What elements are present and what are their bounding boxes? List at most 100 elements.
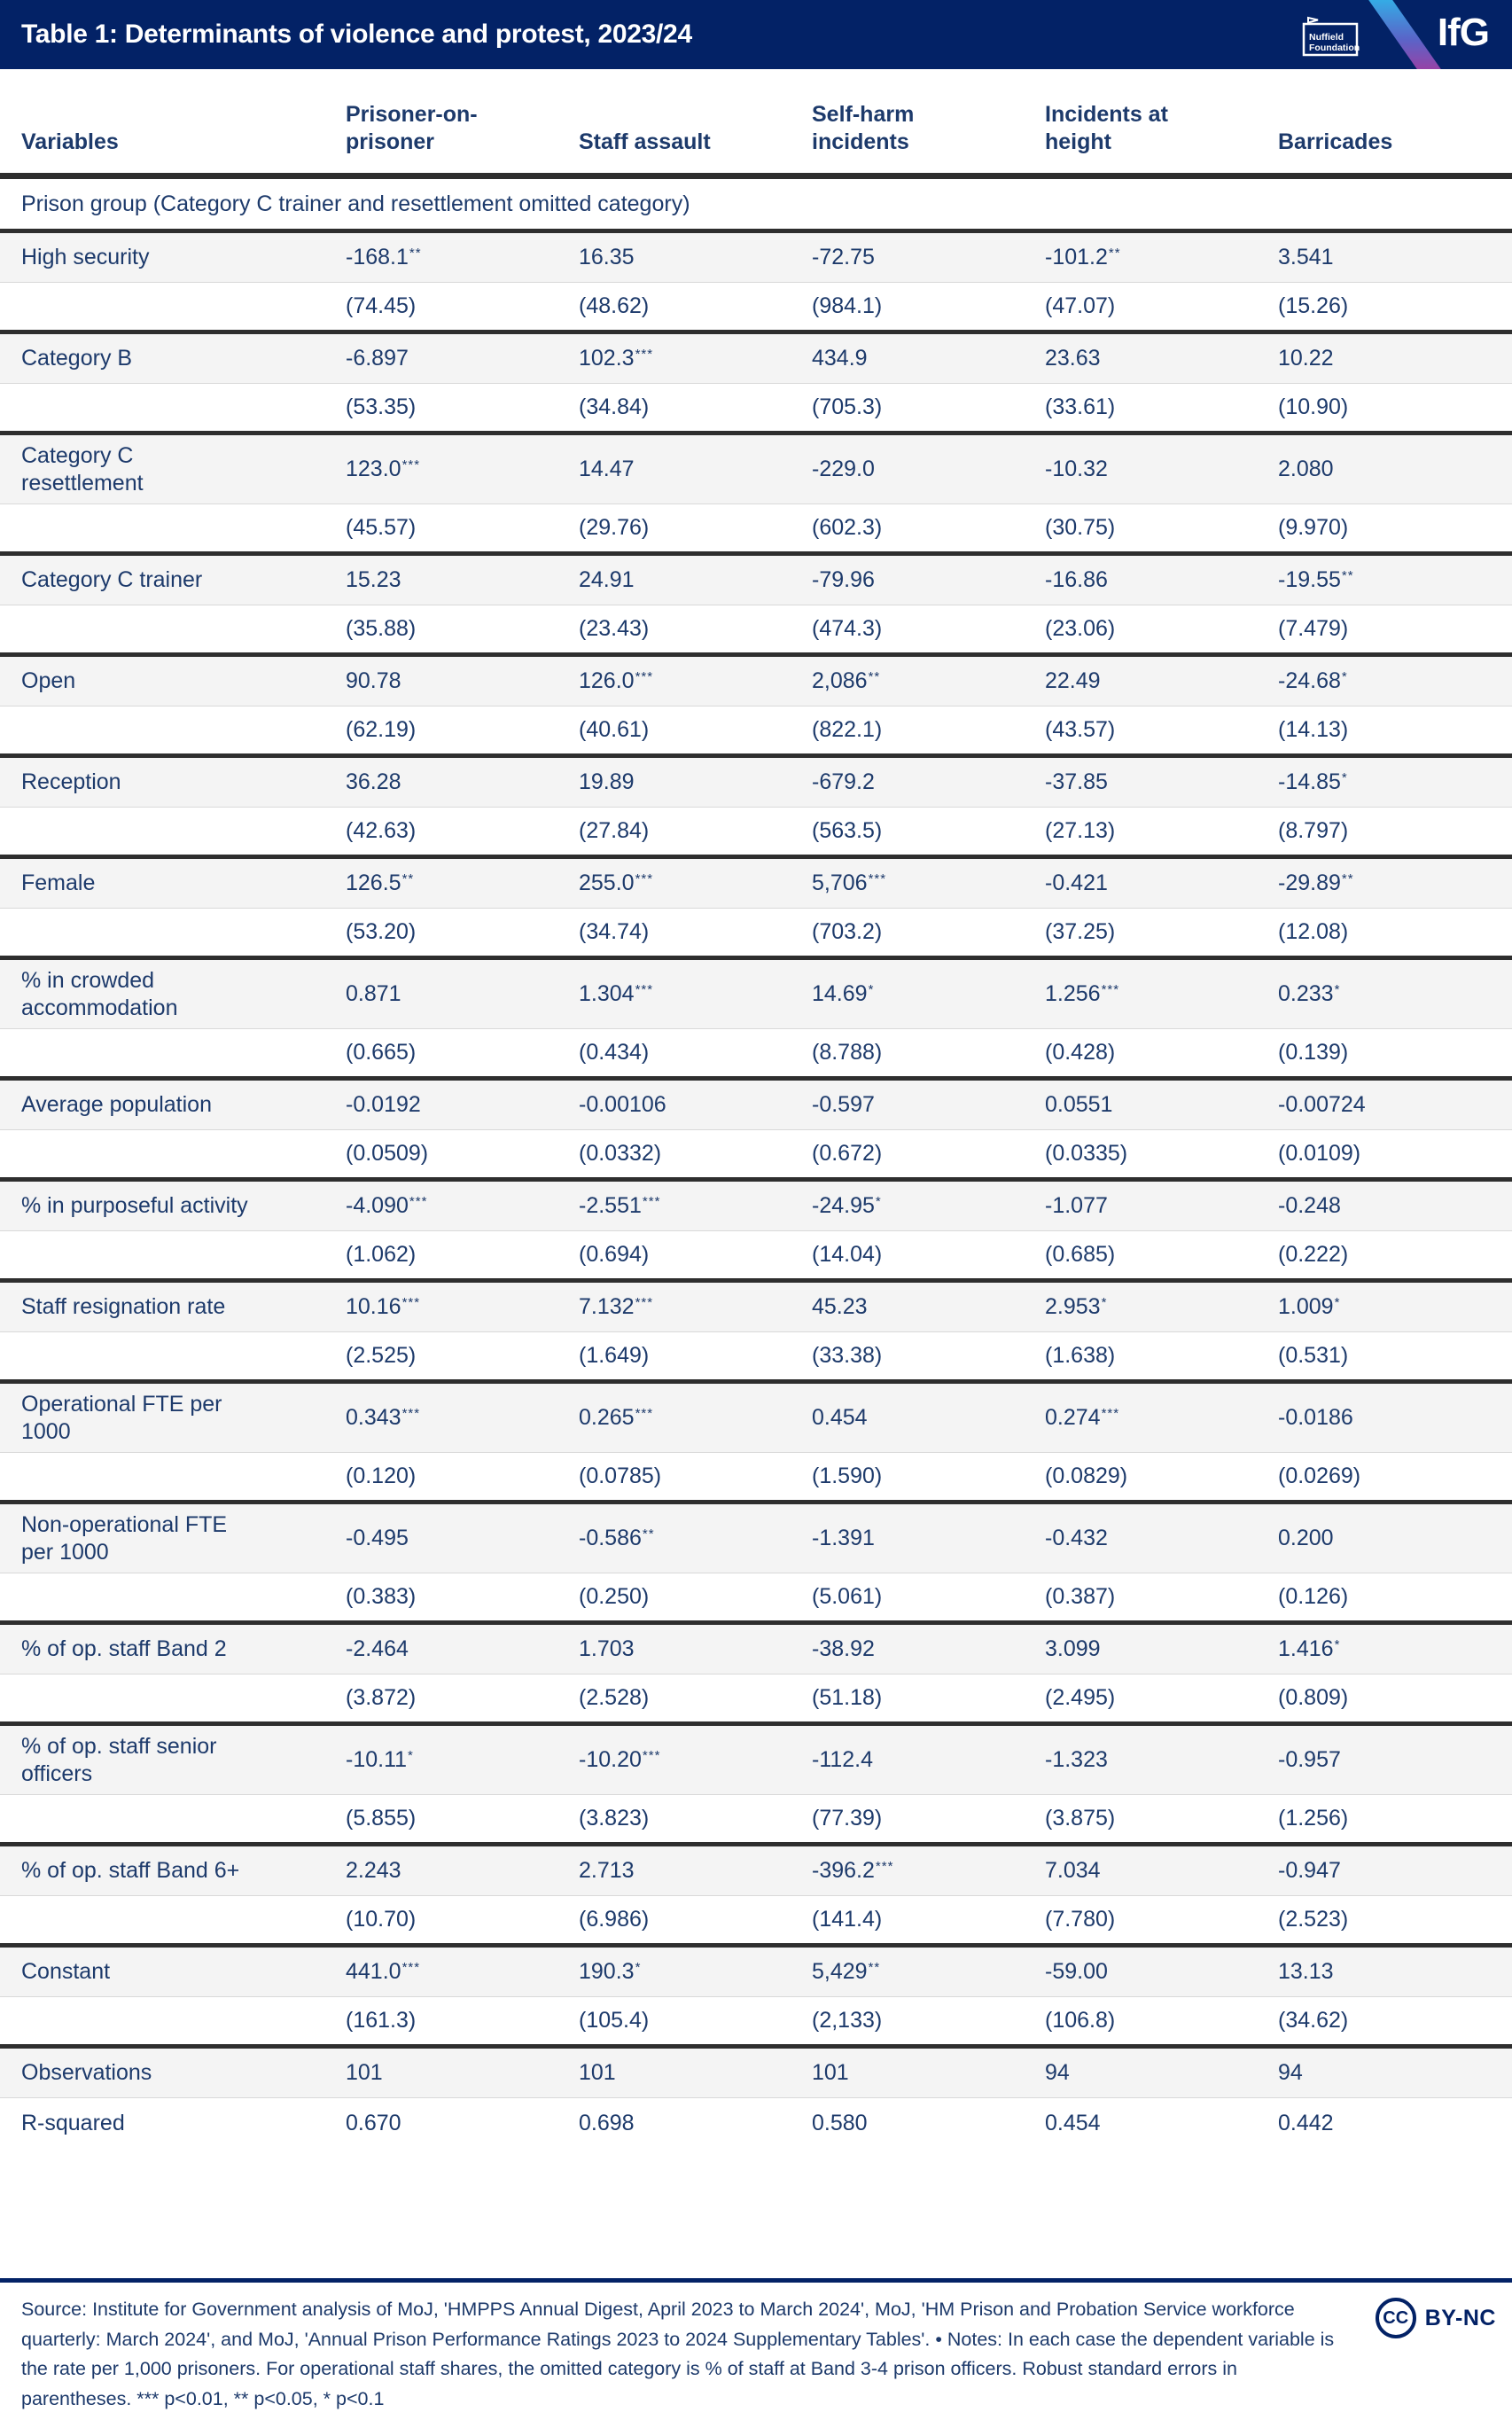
summary-value-cell: 94 bbox=[1278, 2060, 1303, 2086]
coefficient-cell: 0.0551 bbox=[1045, 1092, 1113, 1118]
standard-error-cell: (6.986) bbox=[579, 1907, 650, 1932]
significance-stars: *** bbox=[401, 457, 421, 473]
coefficient-row: High security -168.1** 16.35 -72.75 -101.2**… bbox=[0, 233, 1512, 283]
coefficient-cell: -29.89** bbox=[1278, 870, 1354, 896]
coefficient-cell: 5,706*** bbox=[812, 870, 887, 896]
standard-error-row: (2.525) (1.649) (33.38) (1.638) (0.531) bbox=[0, 1332, 1512, 1384]
variable-label: % in purposeful activity bbox=[21, 1193, 248, 1219]
coefficient-cell: 1.009* bbox=[1278, 1294, 1341, 1320]
significance-stars: *** bbox=[635, 347, 654, 363]
footer-divider bbox=[0, 2278, 1512, 2283]
coefficient-cell: 0.871 bbox=[346, 981, 401, 1007]
variable-label: Category C resettlement bbox=[21, 443, 144, 496]
coefficient-cell: 7.034 bbox=[1045, 1858, 1101, 1884]
summary-value-cell: 0.442 bbox=[1278, 2110, 1334, 2135]
column-header-3: Self-harm incidents bbox=[812, 102, 915, 154]
coefficient-cell: -0.597 bbox=[812, 1092, 875, 1118]
standard-error-cell: (0.0509) bbox=[346, 1141, 429, 1167]
coefficient-cell: -0.495 bbox=[346, 1526, 409, 1551]
significance-stars: *** bbox=[868, 871, 887, 887]
coefficient-cell: 0.274*** bbox=[1045, 1405, 1120, 1431]
source-note: Source: Institute for Government analysi… bbox=[21, 2299, 1295, 2350]
significance-stars: *** bbox=[875, 1859, 894, 1875]
variable-label: Non-operational FTE per 1000 bbox=[21, 1512, 228, 1565]
summary-value-cell: 94 bbox=[1045, 2060, 1070, 2086]
summary-label: R-squared bbox=[21, 2110, 125, 2135]
standard-error-cell: (0.0109) bbox=[1278, 1141, 1361, 1167]
coefficient-cell: 102.3*** bbox=[579, 346, 654, 371]
coefficient-cell: 2.243 bbox=[346, 1858, 401, 1884]
significance-stars: *** bbox=[642, 1194, 661, 1210]
significance-stars: ** bbox=[1341, 871, 1354, 887]
standard-error-cell: (5.855) bbox=[346, 1806, 417, 1831]
coefficient-cell: -0.248 bbox=[1278, 1193, 1341, 1219]
standard-error-cell: (0.139) bbox=[1278, 1040, 1349, 1066]
significance-stars: *** bbox=[635, 982, 654, 998]
standard-error-cell: (0.0335) bbox=[1045, 1141, 1128, 1167]
standard-error-cell: (3.875) bbox=[1045, 1806, 1116, 1831]
cc-license-badge: CC BY-NC bbox=[1375, 2298, 1496, 2338]
significance-stars: * bbox=[1334, 982, 1341, 998]
standard-error-cell: (37.25) bbox=[1045, 919, 1116, 945]
summary-value-cell: 0.698 bbox=[579, 2110, 635, 2135]
standard-error-cell: (10.70) bbox=[346, 1907, 417, 1932]
standard-error-cell: (8.797) bbox=[1278, 818, 1349, 844]
coefficient-cell: 36.28 bbox=[346, 769, 401, 795]
coefficient-row: Female 126.5** 255.0*** 5,706*** -0.421 -29.8… bbox=[0, 859, 1512, 909]
standard-error-cell: (0.665) bbox=[346, 1040, 417, 1066]
standard-error-cell: (40.61) bbox=[579, 717, 650, 743]
standard-error-cell: (43.57) bbox=[1045, 717, 1116, 743]
significance-stars: *** bbox=[401, 1295, 421, 1311]
standard-error-cell: (563.5) bbox=[812, 818, 883, 844]
standard-error-cell: (141.4) bbox=[812, 1907, 883, 1932]
standard-error-cell: (0.0829) bbox=[1045, 1464, 1128, 1489]
significance-stars: * bbox=[1341, 770, 1348, 786]
summary-value-cell: 0.580 bbox=[812, 2110, 868, 2135]
variable-label: Open bbox=[21, 668, 76, 694]
significance-stars: ** bbox=[642, 1526, 655, 1542]
significance-stars: * bbox=[1341, 669, 1348, 685]
column-header-0: Variables bbox=[21, 129, 119, 154]
coefficient-cell: 7.132*** bbox=[579, 1294, 654, 1320]
coefficient-cell: -10.11* bbox=[346, 1747, 414, 1773]
nuffield-flag-icon: Nuffield Foundation bbox=[1302, 16, 1360, 57]
significance-stars: *** bbox=[409, 1194, 428, 1210]
coefficient-cell: -72.75 bbox=[812, 245, 875, 270]
standard-error-cell: (0.672) bbox=[812, 1141, 883, 1167]
header-band: Table 1: Determinants of violence and pr… bbox=[0, 0, 1512, 69]
variable-label: % of op. staff Band 6+ bbox=[21, 1858, 240, 1884]
variable-label: Average population bbox=[21, 1092, 212, 1118]
significance-stars: *** bbox=[1101, 1406, 1120, 1422]
standard-error-cell: (0.0332) bbox=[579, 1141, 662, 1167]
summary-value-cell: 101 bbox=[579, 2060, 616, 2086]
coefficient-cell: 24.91 bbox=[579, 567, 635, 593]
regression-table: Prison group (Category C trainer and res… bbox=[0, 179, 1512, 2148]
coefficient-cell: -10.20*** bbox=[579, 1747, 661, 1773]
coefficient-row: Average population -0.0192 -0.00106 -0.597 0… bbox=[0, 1081, 1512, 1130]
significance-stars: * bbox=[868, 982, 875, 998]
standard-error-row: (35.88) (23.43) (474.3) (23.06) (7.479) bbox=[0, 605, 1512, 657]
coefficient-cell: -0.00106 bbox=[579, 1092, 666, 1118]
standard-error-row: (1.062) (0.694) (14.04) (0.685) (0.222) bbox=[0, 1231, 1512, 1283]
coefficient-row: % in crowded accommodation 0.871 1.304*** 1… bbox=[0, 960, 1512, 1029]
coefficient-row: Constant 441.0*** 190.3* 5,429** -59.00 13.13 bbox=[0, 1948, 1512, 1997]
empty-label bbox=[0, 1573, 346, 1620]
standard-error-cell: (984.1) bbox=[812, 293, 883, 319]
standard-error-cell: (7.780) bbox=[1045, 1907, 1116, 1932]
summary-value-cell: 101 bbox=[812, 2060, 849, 2086]
coefficient-cell: 16.35 bbox=[579, 245, 635, 270]
standard-error-cell: (10.90) bbox=[1278, 394, 1349, 420]
cc-license-label: BY-NC bbox=[1424, 2305, 1496, 2330]
significance-stars: *** bbox=[401, 1406, 421, 1422]
standard-error-cell: (705.3) bbox=[812, 394, 883, 420]
coefficient-row: Category C resettlement 123.0*** 14.47 -229… bbox=[0, 435, 1512, 504]
standard-error-cell: (14.13) bbox=[1278, 717, 1349, 743]
coefficient-row: % of op. staff Band 6+ 2.243 2.713 -396.2**… bbox=[0, 1846, 1512, 1896]
standard-error-cell: (12.08) bbox=[1278, 919, 1349, 945]
coefficient-cell: -16.86 bbox=[1045, 567, 1108, 593]
significance-stars: * bbox=[1101, 1295, 1108, 1311]
coefficient-cell: -168.1** bbox=[346, 245, 422, 270]
standard-error-cell: (161.3) bbox=[346, 2008, 417, 2034]
coefficient-cell: -101.2** bbox=[1045, 245, 1121, 270]
